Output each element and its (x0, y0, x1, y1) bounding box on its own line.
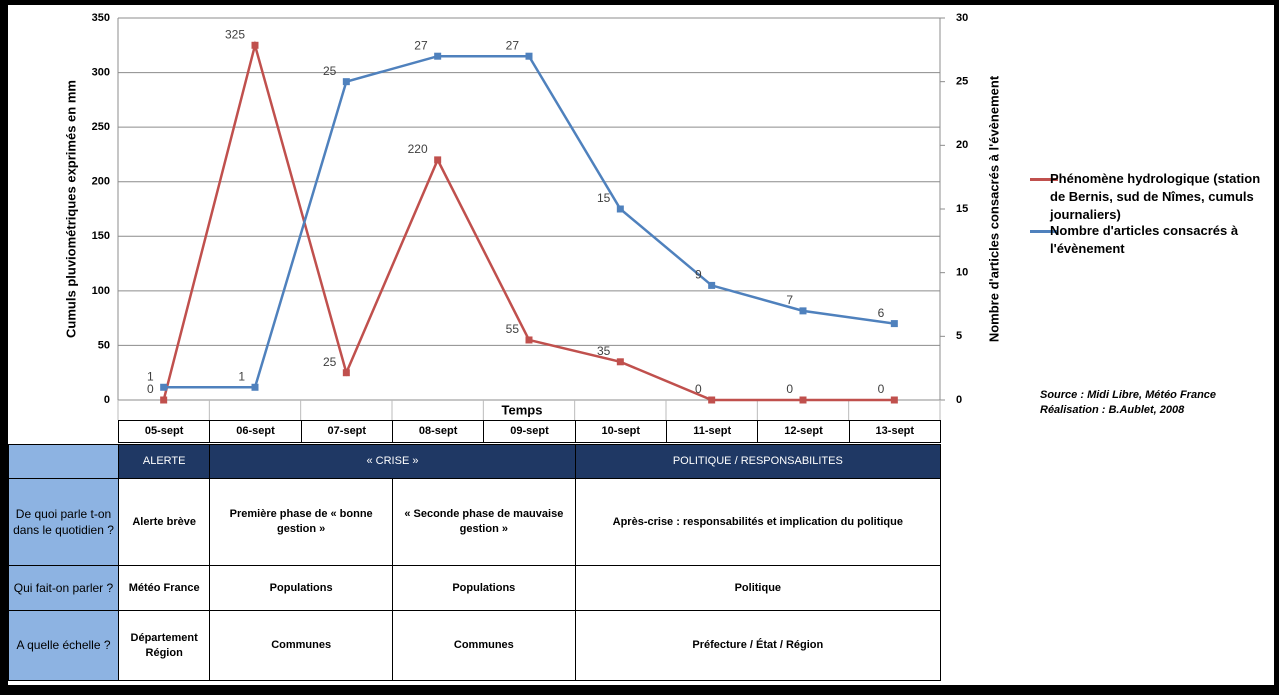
data-label: 7 (786, 293, 793, 307)
y2-tick-label: 25 (956, 76, 968, 88)
data-label: 35 (597, 344, 611, 358)
x-tick-label: 05-sept (118, 420, 211, 443)
data-label: 1 (147, 369, 154, 383)
y-tick-label: 200 (92, 176, 110, 188)
x-tick-label: 12-sept (757, 420, 850, 443)
data-label: 0 (786, 382, 793, 396)
data-label: 27 (506, 38, 520, 52)
data-point (616, 205, 624, 213)
data-point (525, 52, 533, 60)
column-header: POLITIQUE / RESPONSABILITES (574, 444, 941, 479)
data-label: 325 (225, 27, 245, 41)
x-tick-label: 08-sept (392, 420, 485, 443)
table-cell: Populations (392, 565, 576, 611)
legend-key (1030, 178, 1058, 181)
y2-tick-label: 15 (956, 203, 968, 215)
data-label: 0 (878, 382, 885, 396)
x-tick-label: 06-sept (209, 420, 302, 443)
table-cell: Préfecture / État / Région (574, 610, 941, 681)
data-point (890, 320, 898, 328)
credit: Réalisation : B.Aublet, 2008 (1040, 404, 1185, 416)
y2-axis-label: Nombre d'articles consacrés à l'évènemen… (986, 75, 1001, 342)
row-header: De quoi parle t-on dans le quotidien ? (8, 478, 119, 566)
data-point (616, 358, 624, 366)
y2-tick-label: 5 (956, 330, 962, 342)
table-cell: « Seconde phase de mauvaise gestion » (392, 478, 576, 566)
data-point (708, 281, 716, 289)
table-cell: Communes (392, 610, 576, 681)
data-point (342, 369, 350, 377)
x-axis-label: Temps (502, 402, 543, 417)
legend-key (1030, 230, 1058, 233)
series-line (162, 40, 895, 402)
data-label: 0 (147, 382, 154, 396)
data-point (434, 52, 442, 60)
y2-tick-label: 10 (956, 267, 968, 279)
y2-tick-label: 0 (956, 394, 962, 406)
data-point (251, 41, 259, 49)
data-point (160, 383, 168, 391)
data-point (708, 396, 716, 404)
y-tick-label: 50 (98, 339, 110, 351)
data-point (890, 396, 898, 404)
column-header: « CRISE » (209, 444, 576, 479)
data-point (799, 396, 807, 404)
data-label: 15 (597, 191, 611, 205)
y-tick-label: 250 (92, 121, 110, 133)
data-label: 9 (695, 268, 702, 282)
legend-label: Nombre d'articles consacrés à l'évènemen… (1050, 223, 1239, 257)
data-label: 25 (323, 64, 337, 78)
y2-tick-label: 20 (956, 139, 968, 151)
table-cell: Politique (574, 565, 941, 611)
data-label: 27 (414, 38, 428, 52)
data-point (525, 336, 533, 344)
x-tick-label: 13-sept (848, 420, 941, 443)
x-tick-label: 07-sept (300, 420, 393, 443)
table-corner (8, 444, 119, 479)
y-tick-label: 0 (104, 394, 110, 406)
table-cell: Météo France (118, 565, 211, 611)
data-point (251, 383, 259, 391)
legend-label: Phénomène hydrologique (station de Berni… (1050, 171, 1261, 223)
data-label: 25 (323, 355, 337, 369)
table-cell: Département Région (118, 610, 211, 681)
table-cell: Communes (209, 610, 393, 681)
data-label: 55 (506, 322, 520, 336)
table-cell: Alerte brève (118, 478, 211, 566)
data-label: 1 (238, 369, 245, 383)
data-point (799, 307, 807, 315)
data-label: 0 (695, 382, 702, 396)
data-point (342, 78, 350, 86)
data-point (160, 396, 168, 404)
row-header: A quelle échelle ? (8, 610, 119, 681)
source: Source : Midi Libre, Météo France (1040, 389, 1217, 401)
y-axis-label: Cumuls pluviométriques exprimés en mm (63, 80, 78, 338)
data-point (434, 156, 442, 164)
data-label: 6 (878, 306, 885, 320)
x-tick-label: 10-sept (574, 420, 667, 443)
x-tick-label: 11-sept (666, 420, 759, 443)
y-tick-label: 100 (92, 285, 110, 297)
table-cell: Première phase de « bonne gestion » (209, 478, 393, 566)
table-cell: Après-crise : responsabilités et implica… (574, 478, 941, 566)
row-header: Qui fait-on parler ? (8, 565, 119, 611)
y-tick-label: 150 (92, 230, 110, 242)
column-header: ALERTE (118, 444, 211, 479)
y-tick-label: 300 (92, 66, 110, 78)
x-tick-label: 09-sept (483, 420, 576, 443)
y-tick-label: 350 (92, 12, 110, 24)
data-label: 220 (408, 142, 428, 156)
table-cell: Populations (209, 565, 393, 611)
y2-tick-label: 30 (956, 12, 968, 24)
